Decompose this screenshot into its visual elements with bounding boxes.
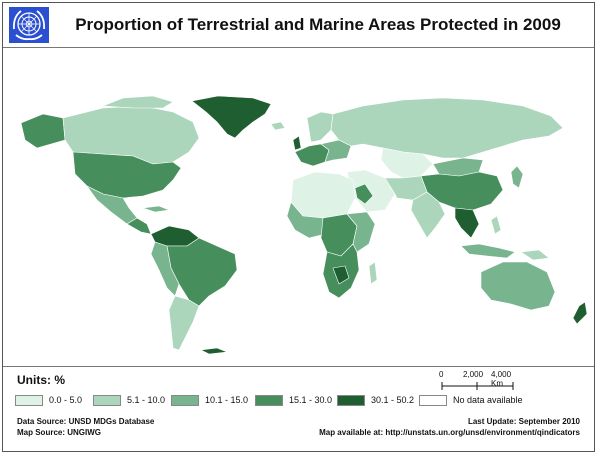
region-madagascar bbox=[368, 261, 378, 285]
legend-label: 30.1 - 50.2 bbox=[371, 395, 415, 405]
scale-tick-4000: 4,000 Km bbox=[491, 370, 512, 388]
map-source: Map Source: UNGIWG bbox=[17, 428, 102, 437]
legend-item: No data available bbox=[419, 393, 523, 407]
region-west-africa bbox=[286, 201, 326, 239]
region-antarctic-sliver bbox=[200, 347, 228, 355]
units-label: Units: % bbox=[17, 373, 65, 387]
region-arctic-islands bbox=[102, 95, 174, 109]
world-map-svg bbox=[20, 95, 588, 355]
region-north-africa bbox=[290, 171, 356, 219]
region-scandinavia bbox=[306, 111, 334, 143]
region-iceland bbox=[270, 121, 286, 131]
un-emblem-icon bbox=[9, 7, 49, 43]
legend-swatch bbox=[93, 394, 121, 406]
region-east-africa bbox=[346, 211, 376, 253]
world-map: 0 2,000 4,000 Km bbox=[3, 48, 594, 390]
legend-swatch bbox=[419, 394, 447, 406]
legend-swatch bbox=[171, 394, 199, 406]
scale-bar-line bbox=[441, 382, 514, 390]
legend-swatch bbox=[15, 394, 43, 406]
map-frame: Proportion of Terrestrial and Marine Are… bbox=[2, 2, 595, 452]
legend-label: 15.1 - 30.0 bbox=[289, 395, 333, 405]
region-se-asia bbox=[454, 207, 480, 239]
legend-item: 5.1 - 10.0 bbox=[93, 393, 165, 407]
legend-item: 10.1 - 15.0 bbox=[171, 393, 248, 407]
region-australia bbox=[480, 261, 556, 311]
region-indonesia bbox=[460, 243, 516, 259]
region-japan bbox=[510, 165, 524, 189]
region-greenland bbox=[191, 95, 272, 139]
legend-label: 5.1 - 10.0 bbox=[127, 395, 166, 405]
legend-label: 10.1 - 15.0 bbox=[205, 395, 249, 405]
legend-item: 0.0 - 5.0 bbox=[15, 393, 82, 407]
region-russia bbox=[330, 97, 564, 159]
legend-label: No data available bbox=[453, 395, 523, 405]
scale-bar: 0 2,000 4,000 Km bbox=[439, 370, 523, 390]
header: Proportion of Terrestrial and Marine Are… bbox=[3, 3, 594, 48]
region-new-zealand bbox=[572, 301, 588, 325]
region-central-america bbox=[126, 217, 152, 235]
region-new-guinea bbox=[520, 249, 550, 261]
region-arabia-protected bbox=[354, 183, 374, 205]
legend-swatch bbox=[255, 394, 283, 406]
data-source: Data Source: UNSD MDGs Database bbox=[17, 417, 155, 426]
map-title: Proportion of Terrestrial and Marine Are… bbox=[75, 15, 561, 34]
map-available-url: Map available at: http://unstats.un.org/… bbox=[319, 428, 580, 437]
region-alaska bbox=[20, 113, 66, 149]
legend-swatch bbox=[337, 394, 365, 406]
region-india bbox=[410, 191, 446, 239]
legend-label: 0.0 - 5.0 bbox=[49, 395, 83, 405]
region-middle-east bbox=[346, 169, 396, 213]
region-botswana bbox=[332, 265, 350, 285]
region-southern-cone bbox=[168, 295, 200, 351]
region-brazil bbox=[166, 237, 238, 307]
region-caribbean bbox=[142, 205, 170, 213]
scale-tick-0: 0 bbox=[439, 370, 444, 379]
region-uk bbox=[292, 135, 302, 151]
legend-item: 15.1 - 30.0 bbox=[255, 393, 332, 407]
last-update: Last Update: September 2010 bbox=[467, 417, 580, 426]
legend-item: 30.1 - 50.2 bbox=[337, 393, 414, 407]
legend: 0.0 - 5.0 5.1 - 10.0 10.1 - 15.0 15.1 - … bbox=[15, 393, 585, 409]
region-philippines bbox=[490, 215, 502, 235]
scale-tick-2000: 2,000 bbox=[463, 370, 484, 379]
